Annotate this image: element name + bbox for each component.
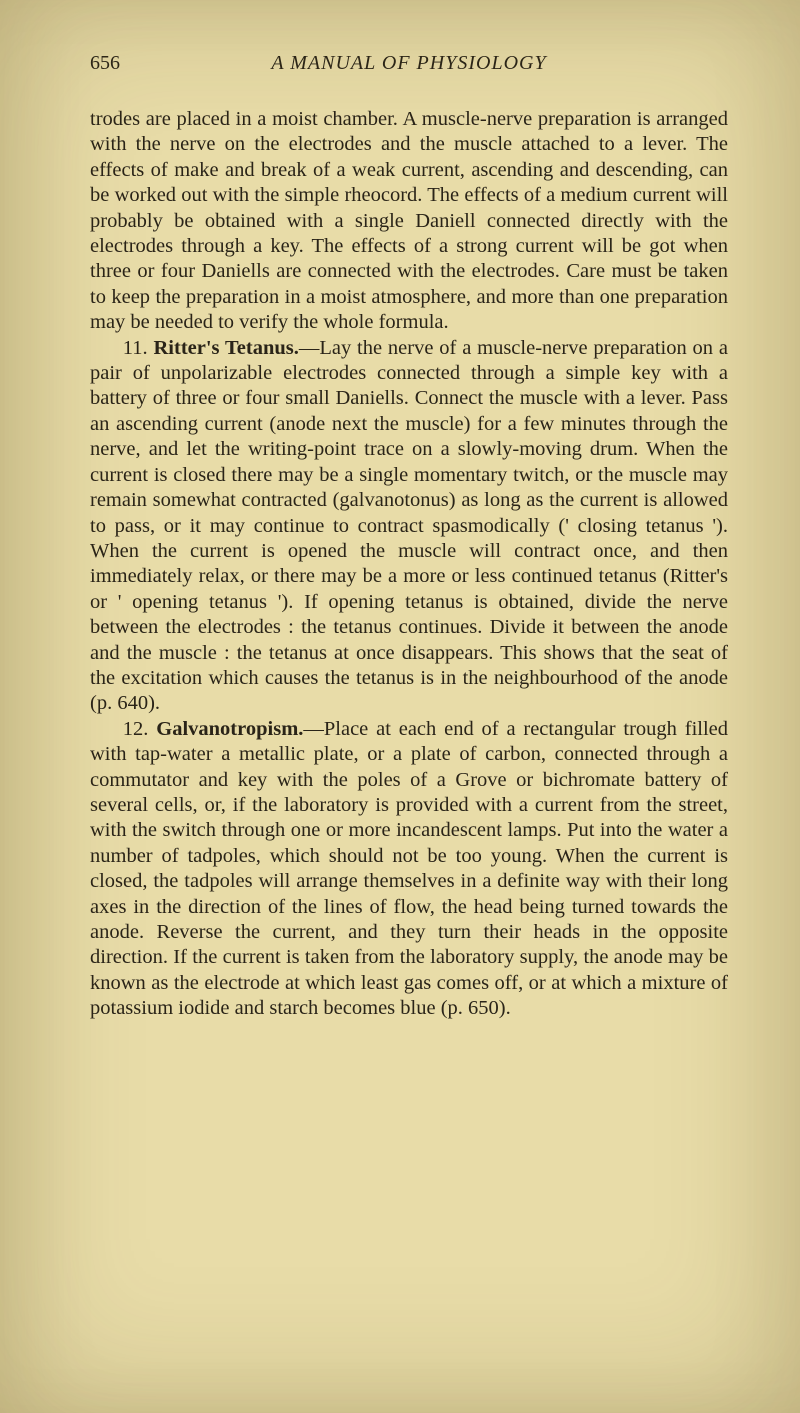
section-title: Ritter's Tetanus. — [154, 337, 299, 359]
paragraph-section-12: 12. Galvanotropism.—Place at each end of… — [90, 717, 728, 1022]
section-title: Galvanotropism. — [156, 718, 303, 740]
page: 656 A MANUAL OF PHYSIOLOGY trodes are pl… — [0, 0, 800, 1082]
page-number: 656 — [90, 52, 150, 75]
running-title: A MANUAL OF PHYSIOLOGY — [150, 52, 728, 75]
paragraph-continuation: trodes are placed in a moist chamber. A … — [90, 107, 728, 336]
section-number: 12. — [123, 718, 156, 740]
section-number: 11. — [123, 337, 154, 359]
section-body: —Lay the nerve of a muscle-nerve prepara… — [90, 337, 728, 715]
header-row: 656 A MANUAL OF PHYSIOLOGY — [90, 52, 728, 75]
paragraph-section-11: 11. Ritter's Tetanus.—Lay the nerve of a… — [90, 336, 728, 717]
section-body: —Place at each end of a rectangular trou… — [90, 718, 728, 1019]
body-text: trodes are placed in a moist chamber. A … — [90, 107, 728, 1022]
